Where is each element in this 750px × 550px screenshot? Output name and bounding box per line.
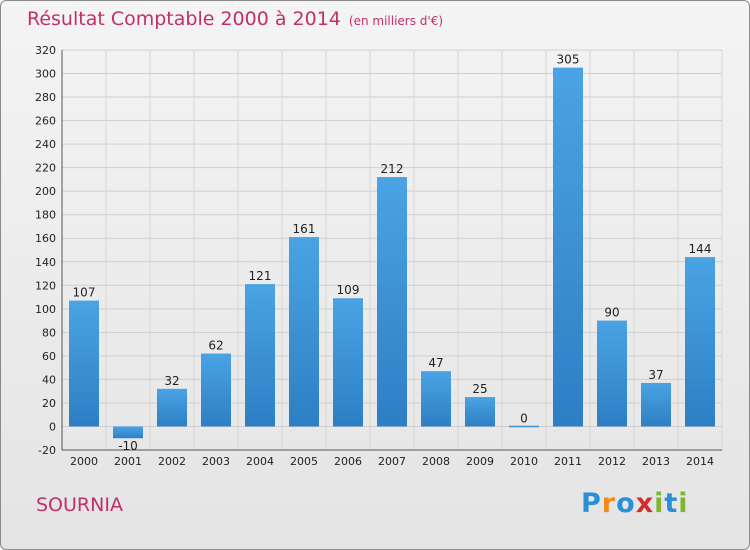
bar bbox=[377, 177, 407, 427]
y-tick-label: 220 bbox=[35, 162, 56, 175]
bar bbox=[553, 67, 583, 427]
logo-letter: i bbox=[678, 488, 689, 519]
logo-letter: r bbox=[601, 488, 617, 519]
logo-letter: i bbox=[654, 488, 665, 519]
y-tick-label: 0 bbox=[49, 420, 56, 433]
y-tick-label: 160 bbox=[35, 232, 56, 245]
bar bbox=[201, 353, 231, 427]
y-tick-label: 320 bbox=[35, 44, 56, 57]
y-tick-label: 140 bbox=[35, 256, 56, 269]
x-tick-label: 2010 bbox=[510, 455, 538, 468]
logo-letter: o bbox=[616, 488, 636, 519]
bar bbox=[641, 382, 671, 427]
bar bbox=[465, 397, 495, 427]
logo-letter: x bbox=[635, 488, 655, 519]
bar-value-label: 121 bbox=[249, 269, 272, 283]
bar bbox=[597, 320, 627, 427]
x-tick-label: 2011 bbox=[554, 455, 582, 468]
y-tick-label: 20 bbox=[42, 397, 56, 410]
x-tick-label: 2001 bbox=[114, 455, 142, 468]
y-tick-label: 120 bbox=[35, 279, 56, 292]
x-tick-label: 2003 bbox=[202, 455, 230, 468]
y-tick-label: 300 bbox=[35, 68, 56, 81]
bar-value-label: 37 bbox=[648, 368, 663, 382]
bar-value-label: 47 bbox=[428, 356, 443, 370]
x-tick-label: 2000 bbox=[70, 455, 98, 468]
bar-value-label: 90 bbox=[604, 306, 619, 320]
x-tick-label: 2004 bbox=[246, 455, 274, 468]
bar-value-label: 107 bbox=[73, 286, 96, 300]
y-tick-label: 200 bbox=[35, 185, 56, 198]
x-tick-label: 2002 bbox=[158, 455, 186, 468]
bar-value-label: -10 bbox=[118, 439, 138, 453]
x-tick-label: 2006 bbox=[334, 455, 362, 468]
logo-letter: P bbox=[581, 488, 602, 519]
logo-letter: t bbox=[664, 488, 679, 519]
x-tick-label: 2013 bbox=[642, 455, 670, 468]
bar-value-label: 32 bbox=[164, 374, 179, 388]
bar bbox=[157, 388, 187, 427]
bar bbox=[421, 371, 451, 427]
bar-value-label: 161 bbox=[293, 222, 316, 236]
y-tick-label: 240 bbox=[35, 138, 56, 151]
bar-value-label: 62 bbox=[208, 339, 223, 353]
x-tick-label: 2005 bbox=[290, 455, 318, 468]
y-tick-label: -20 bbox=[38, 444, 56, 457]
bar-value-label: 0 bbox=[520, 411, 528, 425]
bar bbox=[289, 237, 319, 427]
title-text: Résultat Comptable 2000 à 2014 bbox=[27, 8, 341, 30]
place-name: SOURNIA bbox=[36, 494, 123, 516]
y-tick-label: 260 bbox=[35, 115, 56, 128]
bar bbox=[509, 425, 539, 428]
bar bbox=[685, 257, 715, 427]
y-tick-label: 100 bbox=[35, 303, 56, 316]
bar-value-label: 144 bbox=[689, 242, 712, 256]
bar-value-label: 212 bbox=[381, 162, 404, 176]
y-tick-label: 40 bbox=[42, 373, 56, 386]
axes: -20 0 20 40 60 80 100 120 140 160 180 200 220 240 260 2… bbox=[35, 44, 722, 468]
y-tick-label: 60 bbox=[42, 350, 56, 363]
y-tick-label: 280 bbox=[35, 91, 56, 104]
x-tick-label: 2009 bbox=[466, 455, 494, 468]
x-tick-label: 2007 bbox=[378, 455, 406, 468]
bar-value-label: 109 bbox=[337, 283, 360, 297]
chart-title: Résultat Comptable 2000 à 2014 (en millie… bbox=[27, 8, 443, 30]
unit-note: (en milliers d'€) bbox=[348, 14, 444, 28]
x-tick-label: 2008 bbox=[422, 455, 450, 468]
x-tick-label: 2012 bbox=[598, 455, 626, 468]
x-tick-label: 2014 bbox=[686, 455, 714, 468]
bars bbox=[69, 67, 715, 439]
bar-value-label: 25 bbox=[472, 382, 487, 396]
proxiti-logo: Proxiti bbox=[581, 488, 689, 519]
bar bbox=[113, 426, 143, 439]
y-tick-label: 180 bbox=[35, 209, 56, 222]
bar bbox=[69, 300, 99, 427]
bar bbox=[245, 284, 275, 427]
bar-value-label: 305 bbox=[557, 53, 580, 67]
y-tick-label: 80 bbox=[42, 326, 56, 339]
bar bbox=[333, 298, 363, 427]
